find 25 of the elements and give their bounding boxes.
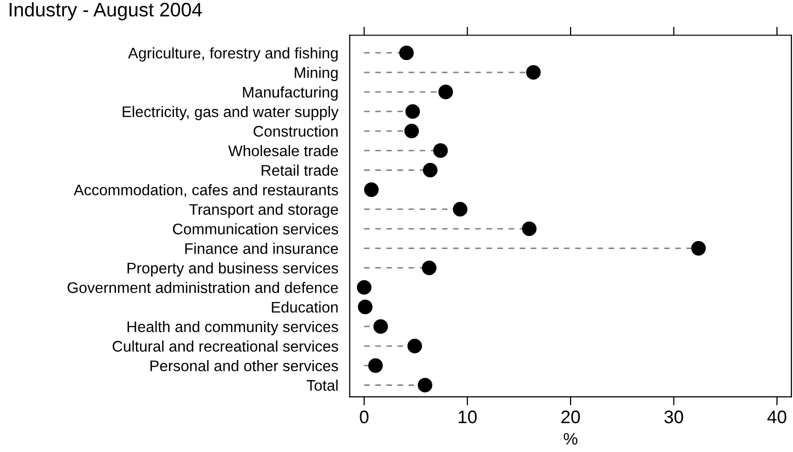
y-tick-label: Transport and storage [189, 204, 338, 218]
y-tick-label: Retail trade [262, 164, 338, 176]
x-tick-label: 0 [360, 410, 368, 424]
y-tick-label: Agriculture, forestry and fishing [128, 47, 338, 62]
y-tick-label: Cultural and recreational services [112, 340, 338, 352]
x-axis-title: % [564, 432, 578, 445]
y-tick-label: Communication services [172, 223, 338, 234]
y-tick-label: Government administration and defence [68, 282, 338, 294]
y-tick-label: Total [306, 380, 338, 391]
y-tick-label: Electricity, gas and water supply [122, 106, 339, 120]
y-tick-label: Property and business services [128, 262, 338, 277]
y-tick-label: Construction [254, 125, 338, 137]
y-tick-label: Finance and insurance [185, 242, 338, 254]
y-tick-label: Manufacturing [243, 86, 338, 101]
x-tick-label: 10 [458, 410, 477, 424]
y-tick-label: Education [272, 301, 338, 313]
y-tick-label: Health and community services [128, 320, 338, 336]
x-tick-label: 40 [767, 410, 786, 424]
y-tick-label: Accommodation, cafes and restaurants [74, 184, 338, 198]
y-tick-label: Personal and other services [150, 360, 338, 372]
x-tick-label: 20 [561, 410, 580, 424]
x-tick-label: 30 [664, 410, 684, 424]
text: Industry - August 2004 [10, 2, 202, 20]
y-tick-label: Mining [294, 66, 338, 82]
y-tick-label: Wholesale trade [228, 145, 338, 156]
